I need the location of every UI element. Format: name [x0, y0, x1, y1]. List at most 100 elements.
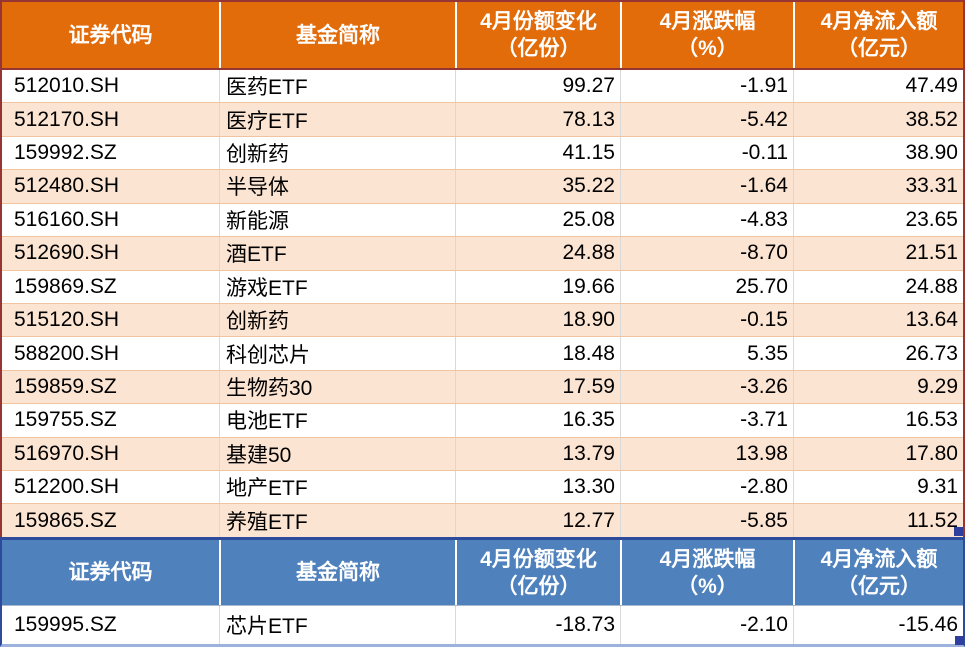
cell-security-code: 159755.SZ: [14, 408, 117, 432]
header-pct-change: 4月涨跌幅 （%）: [620, 2, 793, 68]
cell-net-inflow: 33.31: [793, 170, 963, 203]
cell-share-change: 16.35: [455, 404, 620, 437]
cell-net-inflow: 13.64: [793, 303, 963, 337]
header-pct-change: 4月涨跌幅 （%）: [620, 540, 793, 605]
inflow-table: 证券代码 基金简称 4月份额变化 （亿份） 4月涨跌幅 （%） 4月净流入额 （…: [0, 0, 965, 537]
table-row: 159859.SZ 生物药30 17.59 -3.26 9.29: [2, 370, 963, 405]
cell-fund-name: 地产ETF: [219, 471, 455, 504]
cell-fund-name: 酒ETF: [219, 237, 455, 270]
cell-net-inflow: 11.52: [793, 504, 963, 537]
cell-fund-name: 创新药: [219, 136, 455, 170]
cell-share-change: 99.27: [455, 70, 620, 103]
cell-pct-change: 5.35: [620, 337, 793, 370]
inflow-table-body: 512010.SH 医药ETF 99.27 -1.91 47.49 512170…: [2, 70, 963, 537]
header-fund-name-label: 基金简称: [296, 561, 380, 584]
cell-fund-name: 医药ETF: [219, 70, 455, 103]
cell-pct-change: -2.80: [620, 471, 793, 504]
header-share-change: 4月份额变化 （亿份）: [455, 540, 620, 605]
cell-pct-change: -4.83: [620, 203, 793, 237]
header-net-inflow: 4月净流入额 （亿元）: [793, 540, 963, 605]
cell-security-code: 512480.SH: [14, 174, 120, 198]
cell-security-code: 159859.SZ: [14, 375, 117, 398]
header-security-code: 证券代码: [2, 540, 219, 605]
outflow-table-body: 159995.SZ 芯片ETF -18.73 -2.10 -15.46: [2, 606, 963, 644]
header-share-change-line1: 4月份额变化: [480, 10, 597, 33]
cell-security-code: 512010.SH: [14, 74, 120, 98]
cell-pct-change: -5.85: [620, 504, 793, 537]
excel-fill-handle-icon: [954, 527, 963, 536]
header-fund-name: 基金简称: [219, 2, 455, 68]
header-net-inflow-line2: （亿元）: [837, 37, 921, 60]
cell-fund-name: 养殖ETF: [219, 504, 455, 537]
header-net-inflow-line2: （亿元）: [837, 574, 921, 598]
cell-share-change: 13.30: [455, 471, 620, 504]
cell-net-inflow: 24.88: [793, 270, 963, 303]
table-row: 512170.SH 医疗ETF 78.13 -5.42 38.52: [2, 103, 963, 137]
cell-pct-change: -2.10: [620, 606, 793, 644]
table-row: 588200.SH 科创芯片 18.48 5.35 26.73: [2, 337, 963, 371]
cell-net-inflow: 16.53: [793, 404, 963, 437]
cell-security-code: 159865.SZ: [14, 508, 117, 532]
cell-fund-name: 电池ETF: [219, 404, 455, 437]
cell-share-change: 13.79: [455, 437, 620, 471]
table-row: 159755.SZ 电池ETF 16.35 -3.71 16.53: [2, 404, 963, 438]
cell-security-code: 512690.SH: [14, 241, 120, 265]
cell-security-code: 512170.SH: [14, 107, 120, 131]
table-row: 159869.SZ 游戏ETF 19.66 25.70 24.88: [2, 270, 963, 304]
cell-security-code: 588200.SH: [14, 341, 120, 365]
cell-fund-name: 创新药: [219, 303, 455, 337]
cell-pct-change: -5.42: [620, 103, 793, 136]
cell-fund-name: 科创芯片: [219, 337, 455, 370]
header-net-inflow-line1: 4月净流入额: [820, 10, 938, 33]
cell-pct-change: -3.26: [620, 370, 793, 404]
cell-net-inflow: 21.51: [793, 237, 963, 270]
cell-pct-change: -0.15: [620, 303, 793, 337]
cell-net-inflow: 9.29: [793, 370, 963, 404]
cell-fund-name: 新能源: [219, 203, 455, 237]
cell-share-change: 12.77: [455, 504, 620, 537]
header-pct-change-line2: （%）: [677, 574, 738, 598]
cell-net-inflow: 17.80: [793, 437, 963, 471]
cell-net-inflow: 38.52: [793, 103, 963, 136]
header-share-change-line1: 4月份额变化: [480, 547, 597, 571]
cell-share-change: 41.15: [455, 136, 620, 170]
table-row: 159995.SZ 芯片ETF -18.73 -2.10 -15.46: [2, 606, 963, 644]
cell-pct-change: -0.11: [620, 136, 793, 170]
cell-net-inflow: 26.73: [793, 337, 963, 370]
table-row: 512010.SH 医药ETF 99.27 -1.91 47.49: [2, 70, 963, 104]
header-net-inflow: 4月净流入额 （亿元）: [793, 2, 963, 68]
table-row: 512200.SH 地产ETF 13.30 -2.80 9.31: [2, 471, 963, 505]
cell-net-inflow: 23.65: [793, 203, 963, 237]
cell-security-code: 159992.SZ: [14, 141, 117, 165]
inflow-table-header: 证券代码 基金简称 4月份额变化 （亿份） 4月涨跌幅 （%） 4月净流入额 （…: [2, 2, 963, 70]
cell-security-code: 159869.SZ: [14, 274, 117, 298]
cell-net-inflow: 38.90: [793, 136, 963, 170]
outflow-table: 证券代码 基金简称 4月份额变化 （亿份） 4月涨跌幅 （%） 4月净流入额 （…: [0, 537, 965, 647]
cell-share-change: 25.08: [455, 203, 620, 237]
cell-share-change: 18.90: [455, 303, 620, 337]
cell-security-code: 516970.SH: [14, 441, 120, 465]
cell-pct-change: -3.71: [620, 404, 793, 437]
cell-pct-change: -1.91: [620, 70, 793, 103]
header-share-change: 4月份额变化 （亿份）: [455, 2, 620, 68]
header-share-change-line2: （亿份）: [496, 574, 581, 598]
cell-pct-change: -1.64: [620, 170, 793, 203]
cell-net-inflow: -15.46: [793, 606, 963, 644]
header-security-code-label: 证券代码: [68, 561, 153, 584]
cell-share-change: 78.13: [455, 103, 620, 136]
header-pct-change-line2: （%）: [677, 37, 738, 60]
cell-security-code: 516160.SH: [14, 207, 120, 231]
header-pct-change-line1: 4月涨跌幅: [659, 10, 756, 33]
table-row: 516160.SH 新能源 25.08 -4.83 23.65: [2, 203, 963, 238]
cell-security-code: 159995.SZ: [14, 613, 117, 636]
table-row: 515120.SH 创新药 18.90 -0.15 13.64: [2, 303, 963, 338]
cell-fund-name: 基建50: [219, 437, 455, 471]
cell-fund-name: 医疗ETF: [219, 103, 455, 136]
cell-net-inflow: 9.31: [793, 471, 963, 504]
cell-share-change: 19.66: [455, 270, 620, 303]
cell-share-change: 24.88: [455, 237, 620, 270]
table-row: 512480.SH 半导体 35.22 -1.64 33.31: [2, 170, 963, 204]
cell-pct-change: 13.98: [620, 437, 793, 471]
outflow-table-header: 证券代码 基金简称 4月份额变化 （亿份） 4月涨跌幅 （%） 4月净流入额 （…: [2, 540, 963, 606]
